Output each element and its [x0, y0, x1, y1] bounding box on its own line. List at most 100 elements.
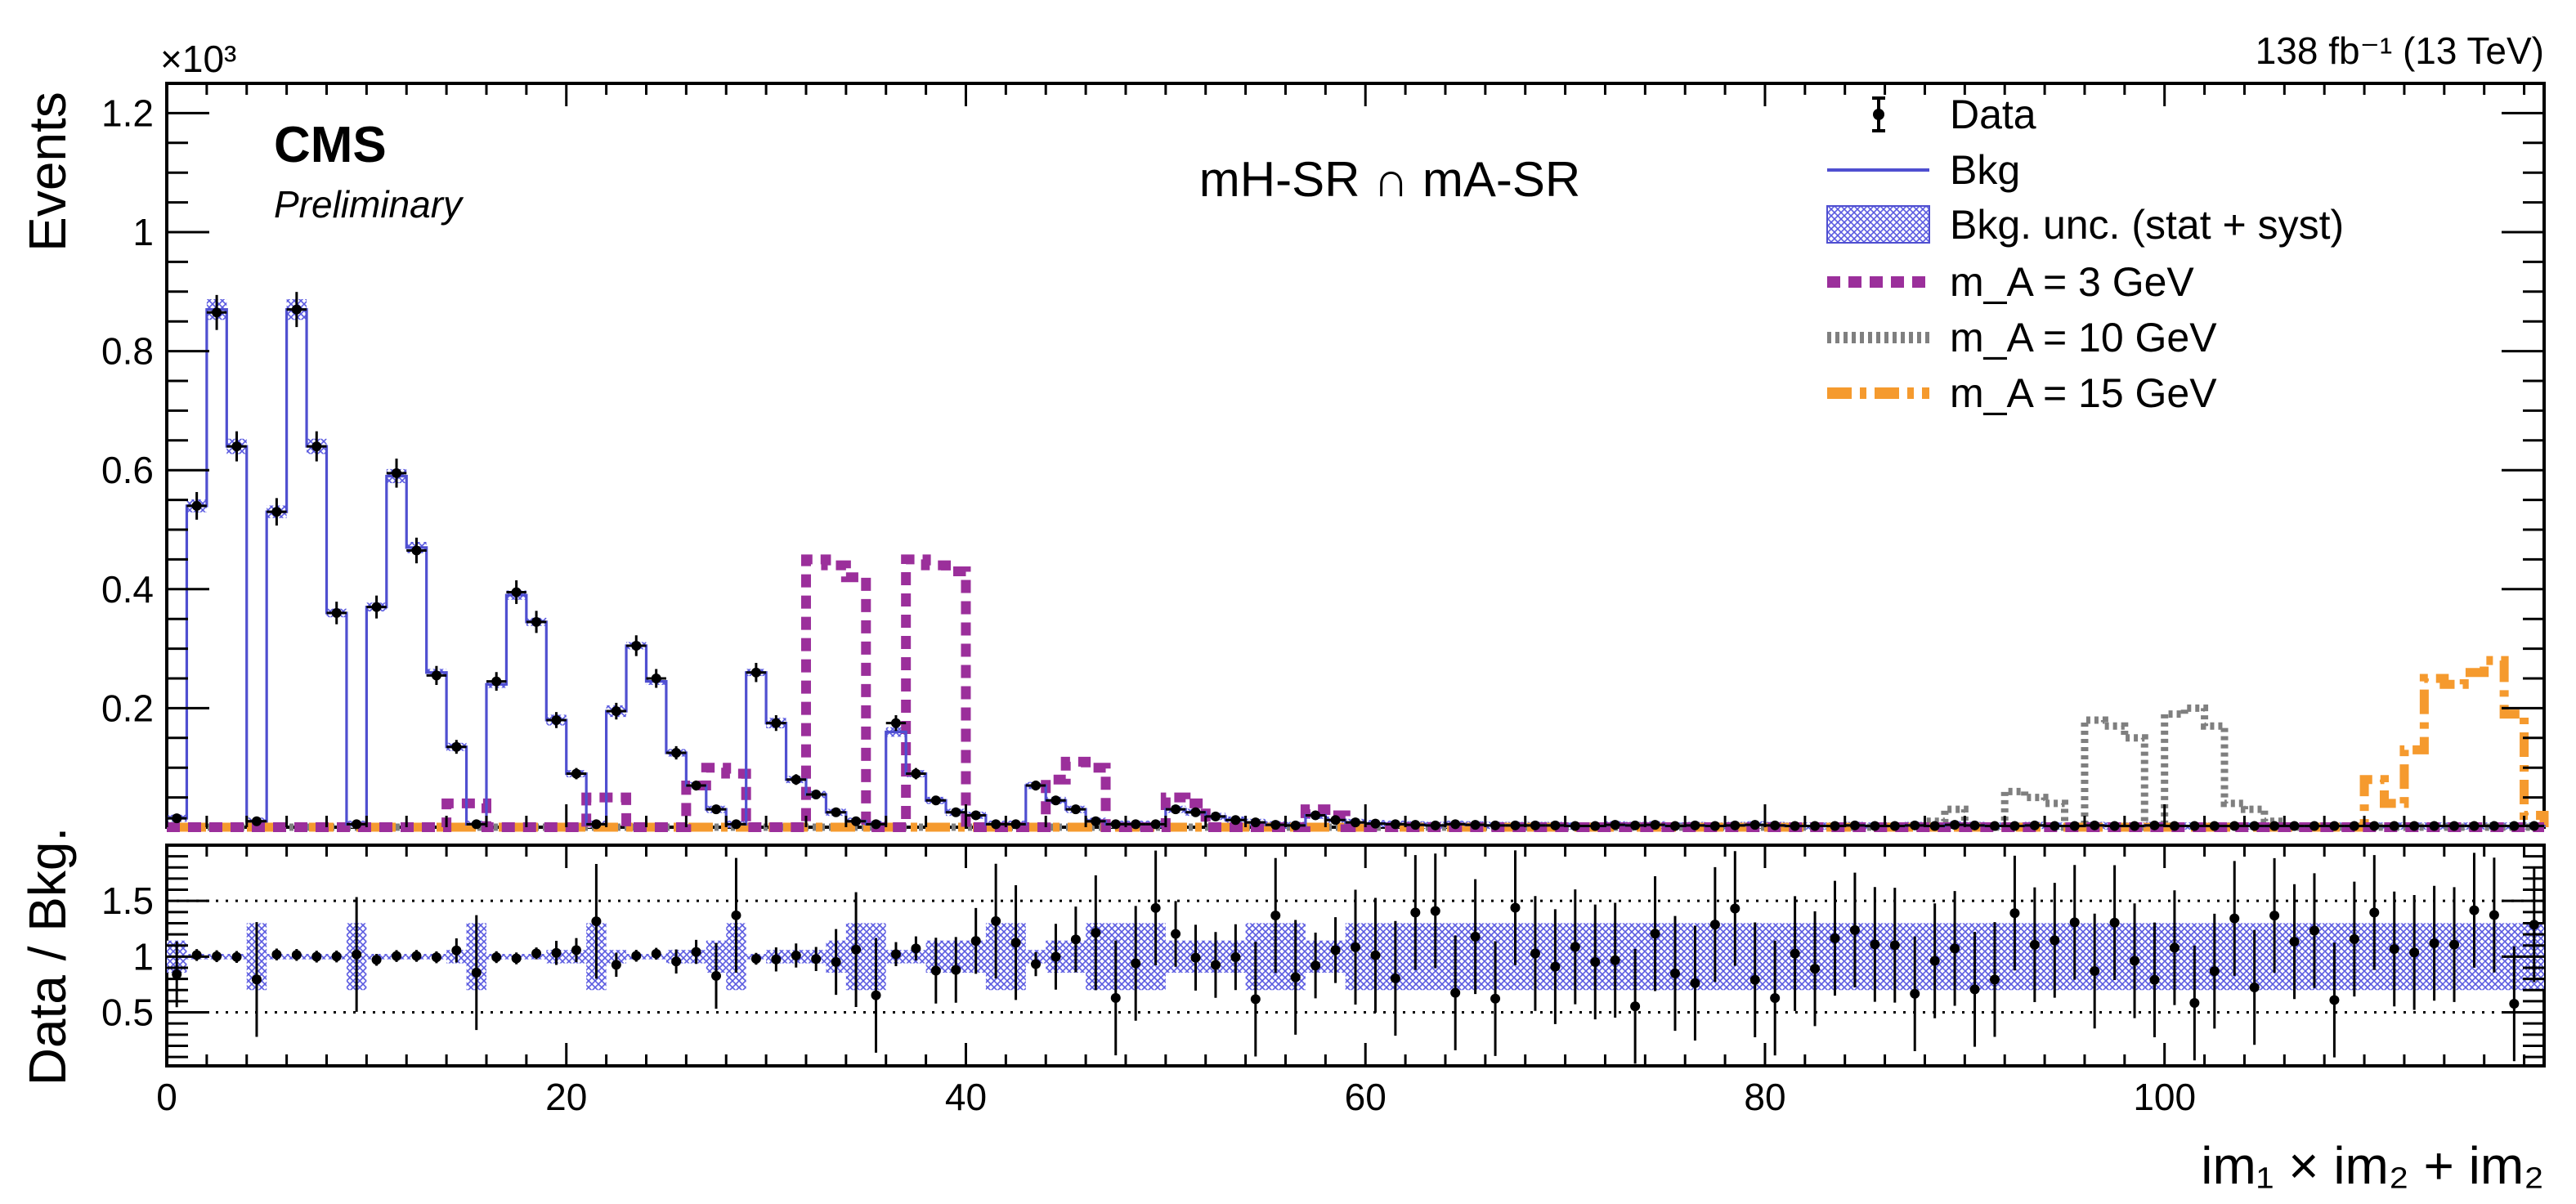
data-point — [1470, 820, 1481, 830]
data-point — [451, 741, 462, 752]
data-point — [1650, 820, 1660, 830]
data-point — [851, 816, 862, 826]
ratio-point — [791, 950, 801, 960]
data-point — [431, 670, 441, 681]
ratio-tick-label: 1 — [132, 935, 154, 978]
ratio-point — [1690, 978, 1700, 988]
data-point — [491, 676, 502, 687]
x-tick-label: 20 — [545, 1076, 587, 1118]
data-point — [831, 807, 841, 817]
x-tick-label: 40 — [945, 1076, 987, 1118]
ratio-point — [2369, 907, 2380, 918]
cms-label: CMS — [274, 117, 387, 173]
lumi-label: 138 fb⁻¹ (13 TeV) — [2256, 29, 2544, 72]
data-point — [1610, 820, 1620, 830]
ratio-point — [2090, 966, 2100, 977]
ratio-point — [591, 916, 602, 927]
data-point — [231, 441, 242, 452]
ratio-point — [911, 943, 921, 954]
data-point — [212, 307, 222, 318]
ratio-point — [711, 970, 722, 981]
data-point — [991, 819, 1001, 830]
ratio-point — [392, 951, 402, 961]
legend-unc-label: Bkg. unc. (stat + syst) — [1950, 202, 2344, 248]
ratio-point — [471, 967, 482, 978]
ratio-point — [1250, 994, 1261, 1005]
data-point — [2369, 821, 2380, 831]
ratio-point — [431, 952, 441, 963]
legend-entry-ma10: m_A = 10 GeV — [1827, 315, 2217, 360]
ratio-point — [331, 951, 342, 962]
data-point — [1709, 821, 1720, 831]
data-point — [2329, 821, 2340, 831]
data-point — [1570, 821, 1580, 831]
data-point — [1190, 807, 1201, 817]
ratio-point — [271, 949, 282, 960]
data-point — [2169, 821, 2180, 831]
data-point — [731, 819, 741, 830]
data-point — [2069, 821, 2080, 831]
data-point — [1270, 820, 1281, 830]
ratio-point — [2449, 939, 2460, 950]
ratio-point — [871, 990, 881, 1000]
ratio-point — [2409, 947, 2420, 958]
data-point — [1410, 820, 1421, 830]
data-point — [1870, 821, 1880, 831]
data-point — [1510, 820, 1521, 830]
ratio-point — [1290, 972, 1301, 982]
data-point — [1430, 820, 1440, 830]
data-point — [2529, 821, 2539, 831]
data-point — [1110, 819, 1121, 830]
ratio-point — [1610, 955, 1620, 965]
ratio-point — [172, 969, 182, 979]
ratio-point — [1110, 992, 1121, 1003]
ratio-point — [1770, 993, 1781, 1004]
ratio-point — [571, 945, 581, 956]
ratio-point — [1989, 974, 2000, 985]
region-label: mH-SR ∩ mA-SR — [1199, 152, 1580, 207]
ratio-point — [991, 915, 1001, 926]
ratio-point — [2529, 920, 2539, 930]
ratio-point — [1630, 1001, 1641, 1012]
data-point — [951, 807, 961, 817]
data-point — [2289, 821, 2300, 831]
exponent-label: ×10³ — [160, 38, 236, 80]
ratio-point — [651, 948, 661, 959]
ratio-point — [371, 955, 382, 965]
data-point — [172, 813, 182, 824]
x-tick-label: 0 — [156, 1076, 177, 1118]
ratio-point — [311, 951, 322, 962]
data-point — [2209, 821, 2220, 831]
data-point — [392, 468, 402, 478]
data-point — [890, 718, 901, 728]
ratio-point — [1370, 950, 1381, 960]
data-point — [352, 819, 362, 830]
ratio-point — [251, 974, 262, 985]
ratio-point — [2309, 925, 2319, 936]
ratio-point — [411, 951, 422, 961]
ratio-point — [731, 910, 741, 920]
ratio-point — [2169, 942, 2180, 953]
ratio-point — [1470, 931, 1481, 942]
ratio-point — [2509, 999, 2520, 1009]
ratio-point — [2109, 917, 2120, 928]
ratio-point — [2189, 998, 2200, 1009]
ratio-point — [1410, 907, 1421, 918]
ratio-point — [2029, 939, 2040, 950]
legend-ma15-label: m_A = 15 GeV — [1950, 370, 2217, 416]
data-point — [2509, 821, 2520, 831]
data-point — [1690, 820, 1700, 830]
data-point — [2489, 821, 2499, 831]
ratio-point — [831, 956, 841, 967]
data-point — [1031, 781, 1042, 791]
ratio-point — [890, 949, 901, 960]
data-point — [1091, 816, 1101, 826]
ratio-point — [1929, 956, 1940, 966]
ratio-point — [1270, 910, 1281, 920]
legend-entry-data: Data — [1872, 92, 2036, 137]
data-point — [191, 500, 202, 511]
ratio-tick-label: 0.5 — [101, 991, 154, 1034]
data-point — [2429, 821, 2439, 831]
data-point — [1390, 819, 1400, 830]
